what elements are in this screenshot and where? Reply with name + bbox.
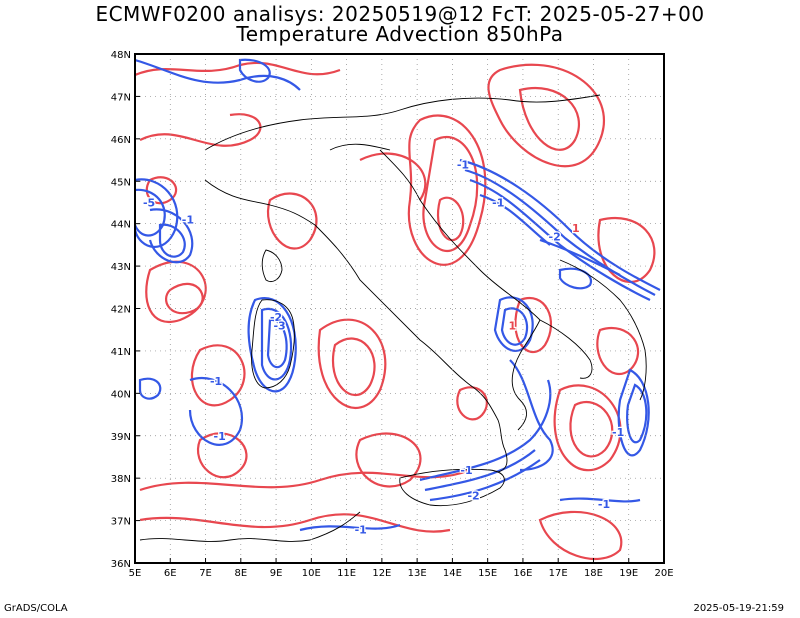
lon-tick-label: 17E: [549, 568, 568, 579]
contour-label: -1: [182, 214, 194, 227]
coastlines: [139, 94, 647, 542]
longitude-axis: 5E 6E 7E 8E 9E 10E 11E 12E 13E 14E 15E 16E 17E 18E 19E…: [129, 558, 674, 579]
contour-label: -1: [355, 523, 367, 536]
contour-field: [135, 58, 661, 560]
lat-tick-label: 45N: [111, 177, 131, 188]
warm-advection-contours: [135, 61, 656, 560]
contour-label: -3: [273, 320, 285, 333]
lon-tick-label: 14E: [443, 568, 462, 579]
render-timestamp: 2025-05-19-21:59: [693, 603, 784, 614]
contour-labels: -1-1-1-1-1-1-1-1-2-2-2-3-511-1: [142, 157, 626, 537]
lat-tick-label: 46N: [111, 135, 131, 146]
lat-tick-label: 40N: [111, 389, 131, 400]
lon-tick-label: 13E: [408, 568, 427, 579]
contour-label: -1: [492, 197, 504, 210]
lon-tick-label: 8E: [234, 568, 247, 579]
chart-title: ECMWF0200 analisys: 20250519@12 FcT: 202…: [95, 2, 705, 26]
lat-tick-label: 44N: [111, 220, 131, 231]
contour-label: -1: [210, 375, 222, 388]
latitude-axis: 48N 47N 46N 45N 44N 43N 42N 41N 40N 39N 38N 37N 36N: [111, 50, 140, 570]
lat-tick-label: 47N: [111, 92, 131, 103]
contour-label: -2: [549, 231, 561, 244]
lat-tick-label: 39N: [111, 432, 131, 443]
lon-tick-label: 20E: [654, 568, 673, 579]
lon-tick-label: 16E: [513, 568, 532, 579]
contour-label: -5: [143, 197, 155, 210]
lon-tick-label: 5E: [129, 568, 142, 579]
lon-tick-label: 9E: [270, 568, 283, 579]
plot-frame: [134, 53, 665, 564]
lat-tick-label: 43N: [111, 262, 131, 273]
lat-tick-label: 37N: [111, 517, 131, 528]
lat-tick-label: 41N: [111, 347, 131, 358]
lon-tick-label: 11E: [337, 568, 356, 579]
graticule: [135, 54, 664, 563]
contour-label: -2: [270, 311, 282, 324]
lon-tick-label: 19E: [619, 568, 638, 579]
lon-tick-label: 18E: [584, 568, 603, 579]
lat-tick-label: 42N: [111, 305, 131, 316]
chart-subtitle: Temperature Advection 850hPa: [236, 22, 564, 46]
contour-label: -1: [598, 498, 610, 511]
lon-tick-label: 7E: [199, 568, 212, 579]
map-plot: -1-1-1-1-1-1-1-1-2-2-2-3-511-1 5E 6E 7E 8E 9…: [111, 50, 674, 579]
contour-label: -1: [460, 464, 472, 477]
lon-tick-label: 10E: [302, 568, 321, 579]
contour-label: -1: [457, 159, 469, 172]
lat-tick-label: 48N: [111, 50, 131, 61]
contour-label: -2: [467, 489, 479, 502]
lat-tick-label: 38N: [111, 474, 131, 485]
contour-label: -1: [612, 426, 624, 439]
contour-label: 1: [509, 320, 517, 333]
lon-tick-label: 15E: [478, 568, 497, 579]
lon-tick-label: 12E: [372, 568, 391, 579]
contour-label: 1: [572, 222, 580, 235]
contour-label: -1: [214, 430, 226, 443]
lon-tick-label: 6E: [164, 568, 177, 579]
lat-tick-label: 36N: [111, 559, 131, 570]
cold-advection-contours: [135, 58, 661, 532]
software-credit: GrADS/COLA: [4, 603, 68, 614]
